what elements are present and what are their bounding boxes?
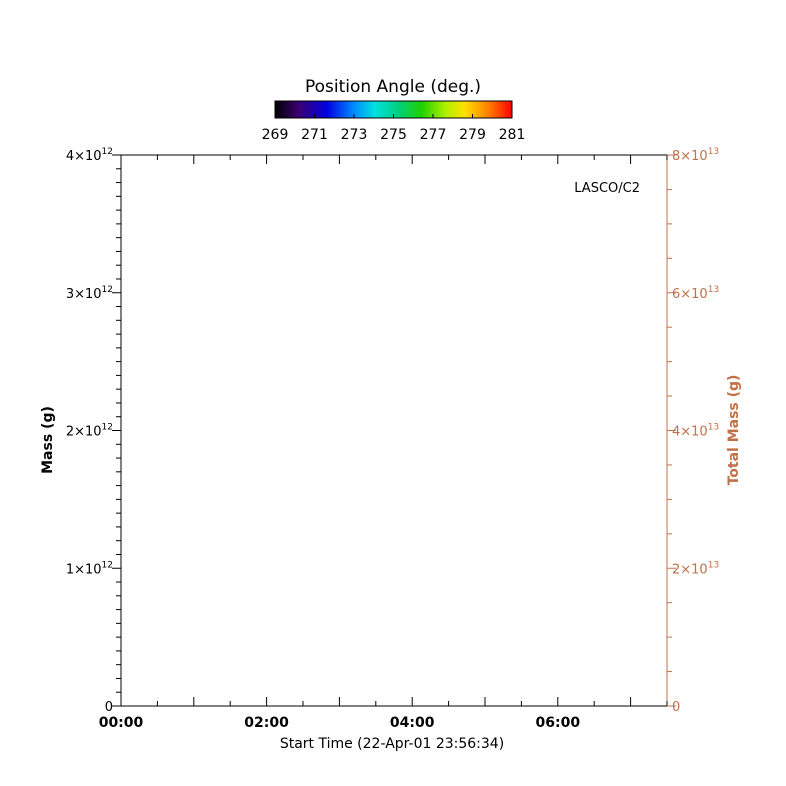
y2-axis-label: Total Mass (g) <box>726 375 742 486</box>
y2-tick-label: 0 <box>672 700 680 715</box>
colorbar-tick-label: 277 <box>420 127 447 143</box>
plot-frame <box>120 154 668 707</box>
y2-tick-label: 8×1013 <box>672 147 719 164</box>
y-axis-ticks: 0 1×1012 2×1012 3×1012 4×1012 <box>66 147 121 715</box>
y2-axis-ticks: 0 2×1013 4×1013 6×1013 8×1013 <box>667 147 719 715</box>
y-tick-label: 1×1012 <box>66 560 113 577</box>
colorbar-tick-label: 281 <box>499 127 526 143</box>
y-tick-label: 3×1012 <box>66 285 113 302</box>
x-tick-label: 04:00 <box>390 715 435 731</box>
colorbar-tick-label: 271 <box>301 127 328 143</box>
x-axis-label: Start Time (22-Apr-01 23:56:34) <box>280 736 504 752</box>
y2-tick-label: 4×1013 <box>672 423 719 440</box>
colorbar-tick-label: 275 <box>380 127 407 143</box>
instrument-label: LASCO/C2 <box>574 181 640 196</box>
x-axis-ticks: 00:00 02:00 04:00 06:00 <box>99 155 668 731</box>
y2-tick-label: 2×1013 <box>672 560 719 577</box>
x-tick-label: 00:00 <box>99 715 144 731</box>
colorbar-tick-label: 279 <box>459 127 486 143</box>
colorbar-title: Position Angle (deg.) <box>305 77 481 97</box>
y-axis-label: Mass (g) <box>40 406 56 474</box>
y2-tick-label: 6×1013 <box>672 285 719 302</box>
y-tick-label: 0 <box>105 700 113 715</box>
y-tick-label: 4×1012 <box>66 147 113 164</box>
y-tick-label: 2×1012 <box>66 423 113 440</box>
x-tick-label: 02:00 <box>244 715 289 731</box>
colorbar-ticks: 269 271 273 275 277 279 281 <box>262 114 526 143</box>
colorbar-tick-label: 269 <box>262 127 289 143</box>
colorbar-tick-label: 273 <box>341 127 368 143</box>
x-tick-label: 06:00 <box>536 715 581 731</box>
